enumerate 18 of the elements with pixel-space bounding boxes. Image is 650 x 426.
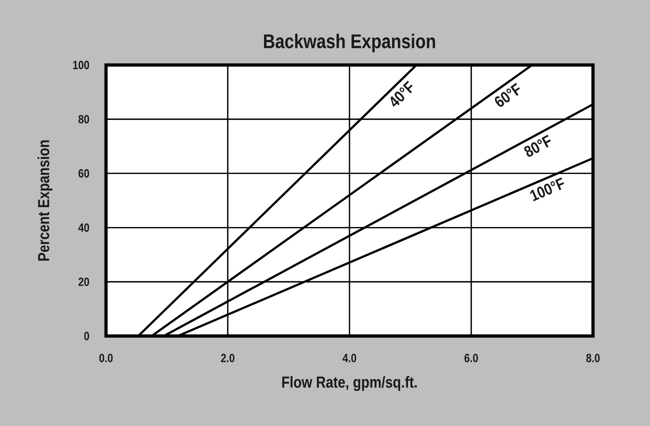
x-tick-label: 8.0: [586, 354, 600, 362]
x-tick-label: 2.0: [221, 354, 234, 362]
y-axis-title: Percent Expansion: [38, 140, 52, 261]
text: 60°F: [494, 82, 520, 107]
y-tick-label: 20: [78, 278, 90, 286]
y-tick-label: 80: [78, 114, 90, 124]
y-tick-label: 60: [78, 169, 90, 178]
text: 100°F: [530, 177, 564, 202]
text: 40°F: [390, 80, 413, 107]
y-tick-label: 40: [78, 223, 90, 232]
y-tick-label: 0: [84, 332, 90, 340]
x-tick-label: 6.0: [464, 354, 478, 362]
x-tick-label: 0.0: [99, 354, 113, 362]
x-tick-label: 4.0: [342, 354, 356, 362]
x-axis-title: Flow Rate, gpm/sq.ft.: [282, 376, 417, 391]
text: 80°F: [524, 134, 551, 157]
y-tick-label: 100: [73, 60, 90, 70]
chart-title: Backwash Expansion: [264, 34, 436, 52]
